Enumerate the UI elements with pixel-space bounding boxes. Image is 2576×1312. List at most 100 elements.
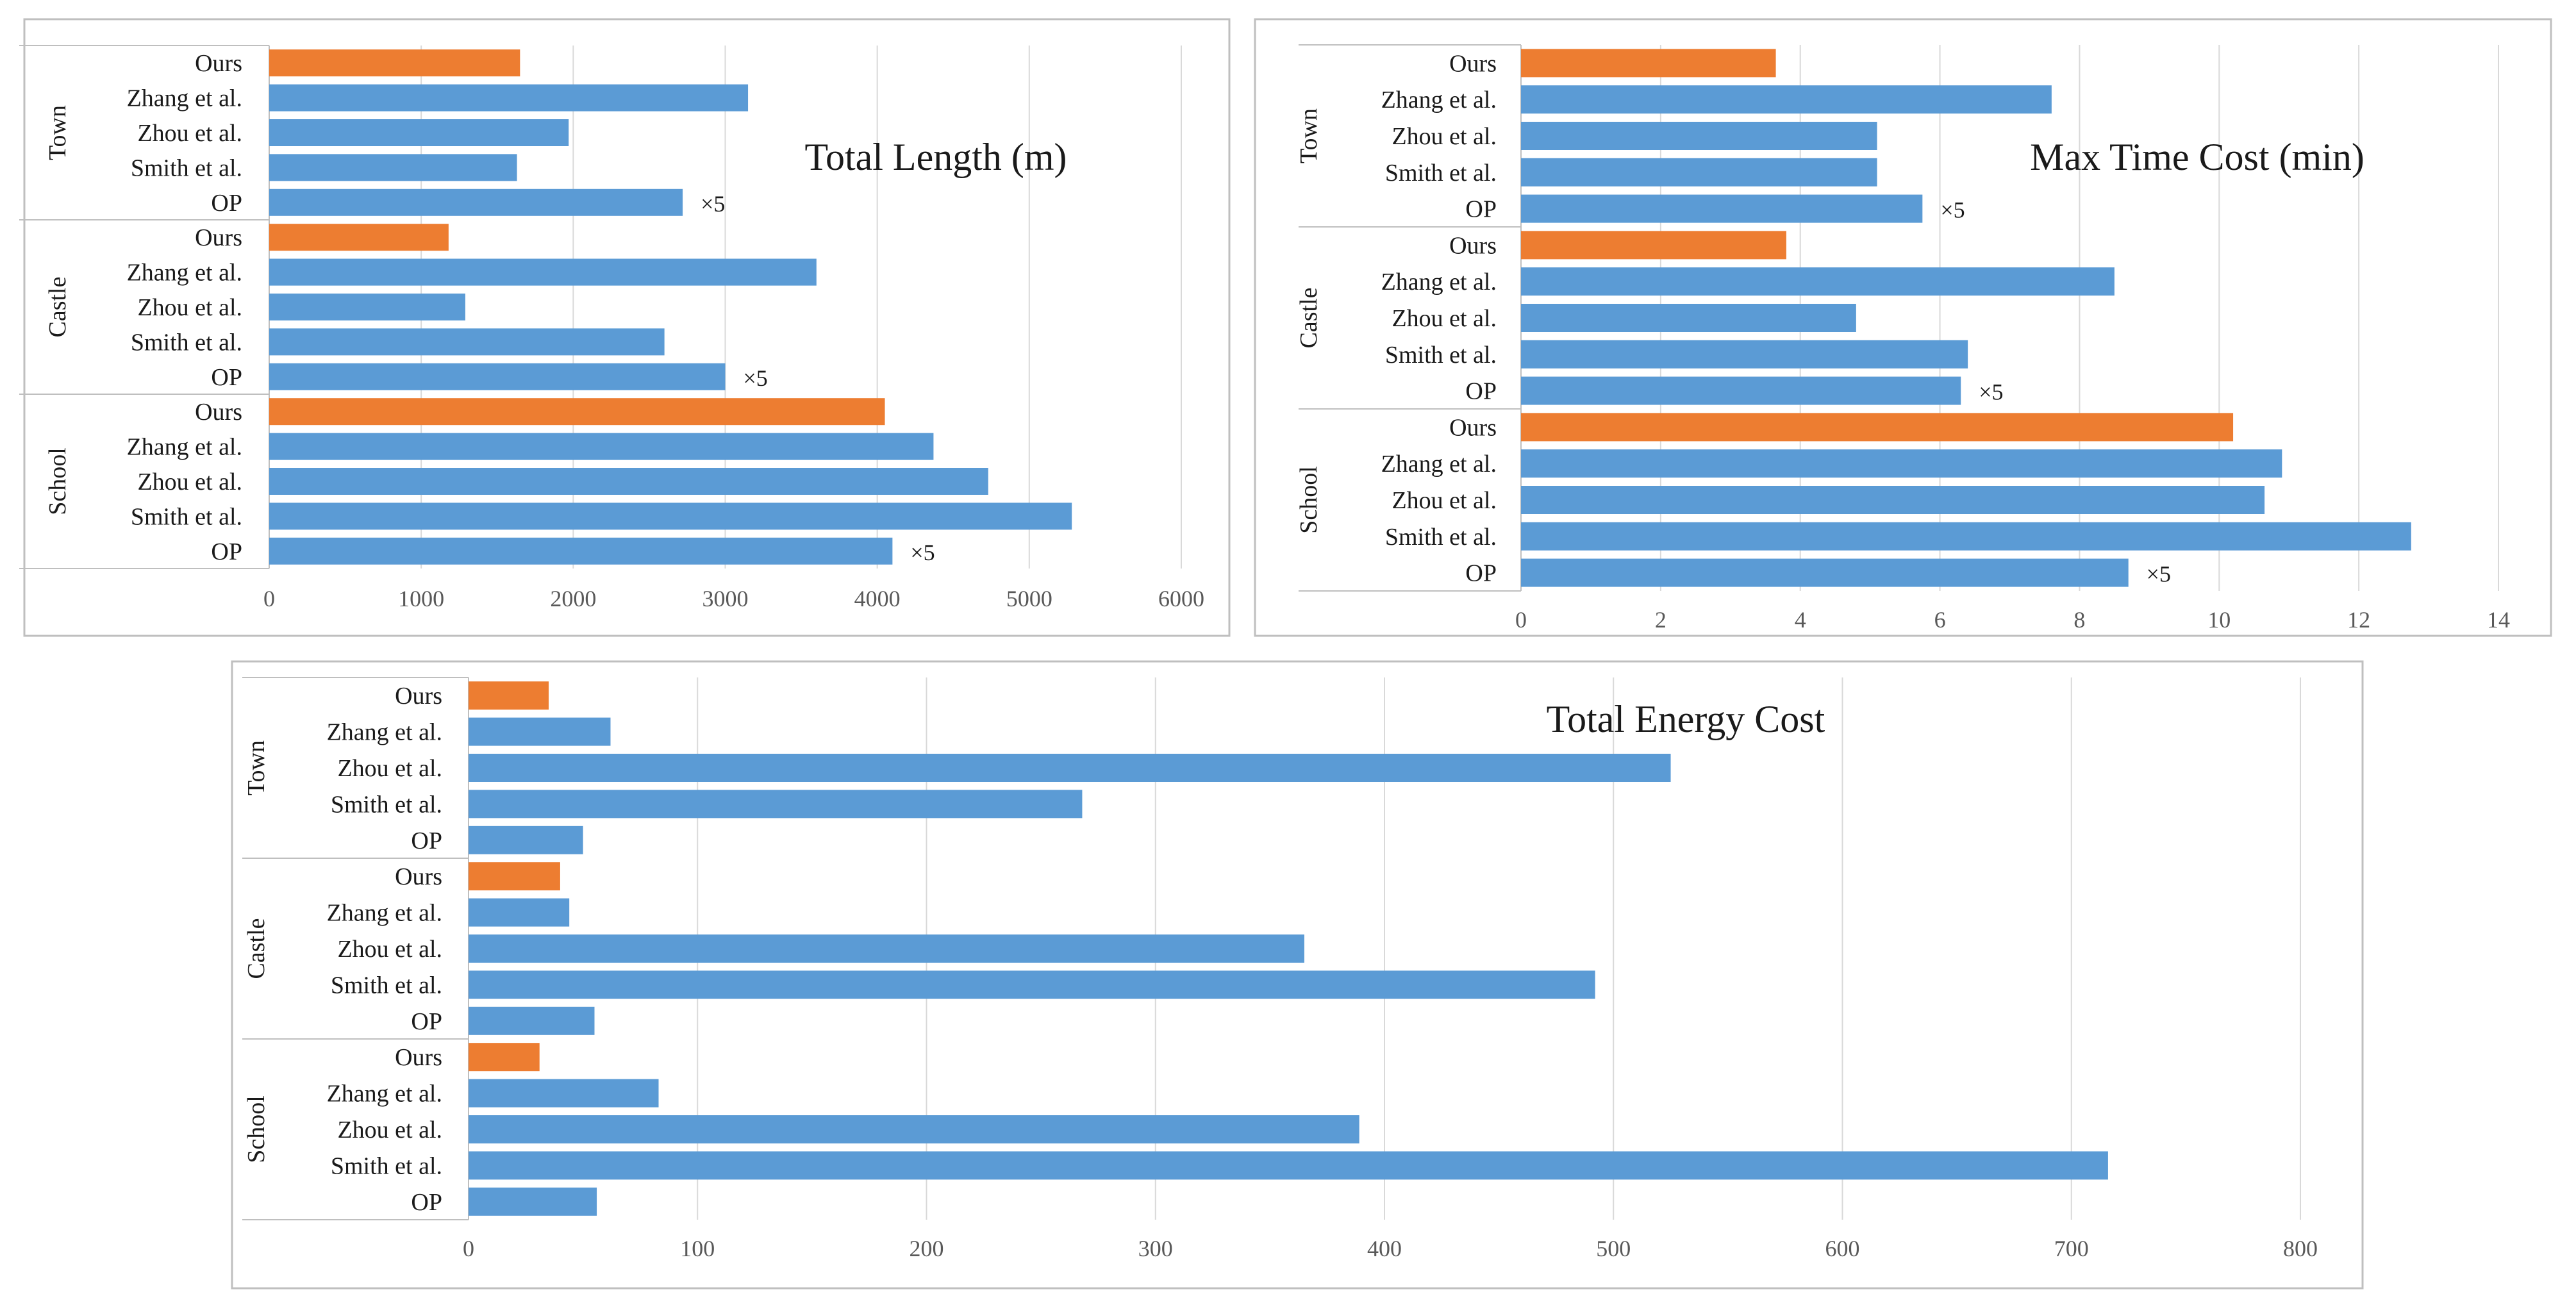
x-tick-label: 4 — [1795, 607, 1806, 633]
bar-annotation: ×5 — [744, 365, 768, 391]
category-label: Zhou et al. — [137, 469, 242, 495]
category-label: Zhou et al. — [1392, 305, 1497, 332]
category-label: Smith et al. — [131, 329, 242, 356]
category-label: Zhou et al. — [1392, 123, 1497, 150]
bar-school-zhang-et-al — [1521, 449, 2282, 478]
category-label: Zhou et al. — [337, 755, 442, 782]
category-label: Ours — [395, 683, 442, 710]
x-tick-label: 5000 — [1006, 586, 1052, 611]
bar-town-ours — [269, 49, 520, 77]
category-label: OP — [411, 1008, 442, 1035]
bar-castle-smith-et-al — [269, 328, 665, 356]
bar-castle-zhang-et-al — [469, 898, 570, 927]
x-tick-label: 4000 — [854, 586, 901, 611]
bar-school-ours — [269, 398, 885, 426]
category-label: Zhang et al. — [127, 260, 242, 286]
category-label: OP — [211, 190, 242, 217]
x-tick-label: 0 — [263, 586, 275, 611]
category-label: Zhang et al. — [1381, 269, 1497, 295]
x-tick-label: 100 — [680, 1236, 715, 1261]
category-label: Smith et al. — [131, 503, 242, 530]
group-label-school: School — [243, 1095, 270, 1163]
category-label: Zhang et al. — [327, 719, 442, 746]
bar-town-op — [1521, 194, 1923, 223]
chart-total-energy-cost: 0 100 200 300 400 500 600 700 800 Total Energy Co… — [231, 660, 2364, 1290]
x-tick-label: 14 — [2487, 607, 2510, 633]
x-tick-label: 6 — [1934, 607, 1946, 633]
chart-total-length-m: 0 1000 2000 3000 4000 5000 6000 Total Length (m… — [19, 18, 1231, 637]
category-label: OP — [1465, 378, 1497, 405]
x-tick-label: 6000 — [1158, 586, 1204, 611]
category-label: Smith et al. — [1385, 524, 1497, 551]
bar-school-ours — [1521, 413, 2234, 442]
x-tick-label: 3000 — [702, 586, 749, 611]
bar-castle-zhou-et-al — [469, 934, 1304, 963]
bar-school-zhou-et-al — [469, 1115, 1359, 1143]
x-tick-label: 8 — [2073, 607, 2085, 633]
chart-title: Max Time Cost (min) — [2030, 136, 2364, 178]
category-label: Ours — [195, 399, 242, 426]
category-label: Ours — [395, 1044, 442, 1071]
bar-castle-ours — [469, 862, 560, 891]
bar-town-smith-et-al — [269, 154, 517, 181]
category-label: Zhang et al. — [127, 85, 242, 112]
bar-town-ours — [469, 681, 549, 710]
category-label: Ours — [1449, 50, 1497, 77]
group-label-castle: Castle — [44, 277, 71, 338]
category-label: Ours — [195, 50, 242, 77]
bar-school-op — [269, 537, 893, 565]
category-label: Zhou et al. — [337, 1117, 442, 1143]
x-tick-label: 0 — [1515, 607, 1527, 633]
x-tick-label: 200 — [910, 1236, 944, 1261]
bar-town-ours — [1521, 49, 1776, 78]
bar-school-smith-et-al — [269, 502, 1072, 530]
category-label: Zhang et al. — [327, 900, 442, 927]
category-label: Smith et al. — [331, 972, 442, 999]
bar-castle-op — [1521, 376, 1961, 405]
bar-annotation: ×5 — [2147, 561, 2171, 587]
bar-town-zhou-et-al — [469, 754, 1671, 782]
bar-town-zhang-et-al — [269, 84, 749, 112]
chart-frame — [23, 18, 1231, 637]
category-label: Ours — [1449, 414, 1497, 441]
category-label: Smith et al. — [131, 154, 242, 181]
bar-annotation: ×5 — [701, 191, 725, 217]
x-tick-label: 1000 — [398, 586, 444, 611]
x-tick-label: 700 — [2054, 1236, 2089, 1261]
category-label: Smith et al. — [331, 1152, 442, 1179]
bar-school-zhou-et-al — [1521, 486, 2265, 514]
bar-school-zhang-et-al — [469, 1079, 659, 1108]
group-label-school: School — [1295, 466, 1322, 534]
x-tick-label: 500 — [1596, 1236, 1631, 1261]
x-tick-label: 10 — [2207, 607, 2231, 633]
group-label-school: School — [44, 447, 71, 515]
chart-max-time-cost-min: 0 2 4 6 8 10 12 14 Max Time Cost (min) Ours Zhang … — [1254, 18, 2552, 637]
bar-school-op — [469, 1187, 597, 1216]
category-label: Zhang et al. — [1381, 451, 1497, 477]
group-label-castle: Castle — [1295, 288, 1322, 349]
x-tick-label: 300 — [1138, 1236, 1173, 1261]
group-label-town: Town — [243, 740, 270, 795]
category-label: OP — [1465, 560, 1497, 587]
bar-school-smith-et-al — [1521, 522, 2411, 551]
category-label: Zhou et al. — [137, 120, 242, 147]
bar-annotation: ×5 — [1940, 197, 1965, 223]
bar-castle-smith-et-al — [1521, 340, 1968, 369]
bar-town-zhang-et-al — [469, 717, 611, 746]
bar-town-zhou-et-al — [1521, 122, 1877, 150]
category-label: Smith et al. — [331, 791, 442, 818]
bar-town-smith-et-al — [1521, 158, 1877, 187]
bar-castle-smith-et-al — [469, 970, 1595, 999]
bar-town-op — [469, 826, 583, 854]
bar-castle-zhou-et-al — [269, 294, 465, 320]
category-label: Zhou et al. — [1392, 487, 1497, 514]
x-tick-label: 2 — [1655, 607, 1666, 633]
bar-school-smith-et-al — [469, 1151, 2108, 1180]
bar-annotation: ×5 — [910, 540, 935, 565]
bar-annotation: ×5 — [1979, 379, 2003, 405]
bar-school-zhou-et-al — [269, 468, 988, 495]
x-tick-label: 0 — [463, 1236, 474, 1261]
group-label-town: Town — [44, 105, 71, 160]
category-label: Ours — [395, 863, 442, 890]
category-label: Ours — [195, 224, 242, 251]
